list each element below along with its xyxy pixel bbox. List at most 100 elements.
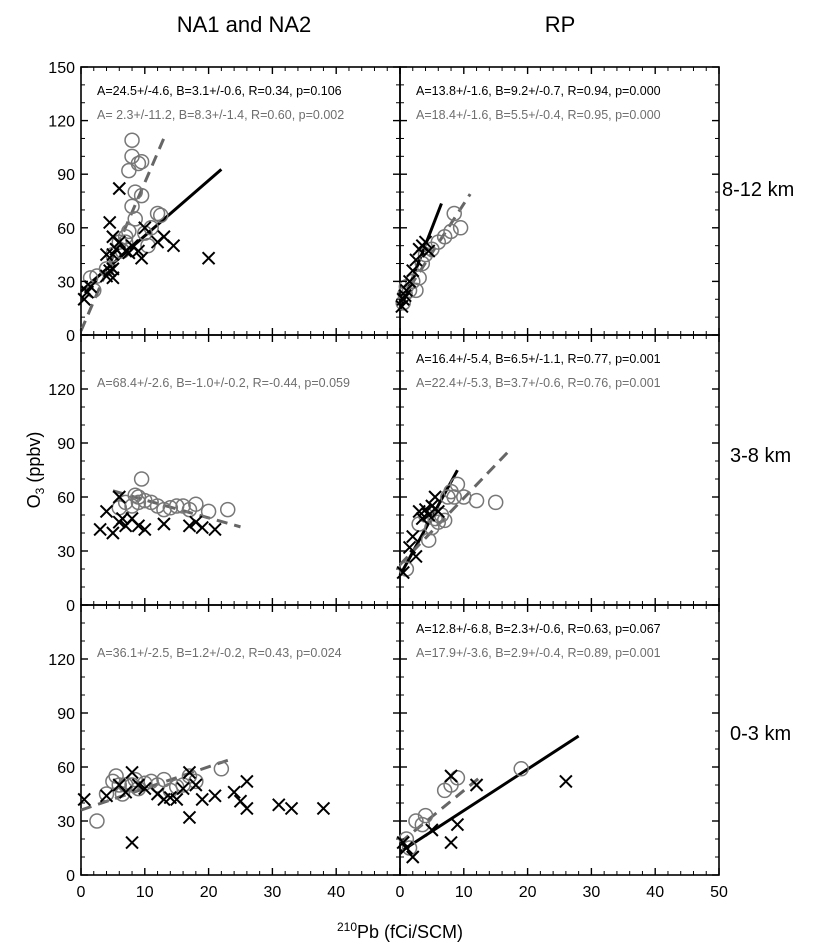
x-tick-label: 30 (583, 884, 601, 901)
circle-point (436, 512, 453, 529)
circle-point (98, 786, 115, 802)
cross-point (176, 781, 190, 796)
cross-point (431, 504, 445, 519)
cross-point (415, 511, 430, 526)
circle-point (117, 228, 134, 245)
cross-point (402, 274, 417, 289)
circle-point (200, 503, 217, 520)
cross-point (77, 792, 91, 807)
annotation-gray: A= 2.3+/-11.2, B=8.3+/-1.4, R=0.60, p=0.… (97, 108, 344, 122)
cross-point (125, 835, 139, 850)
cross-point (406, 529, 420, 544)
cross-point (106, 526, 120, 540)
cross-point (316, 801, 331, 816)
cross-point (195, 792, 209, 807)
cross-point (450, 817, 465, 832)
annotation-black: A=24.5+/-4.6, B=3.1+/-0.6, R=0.34, p=0.1… (97, 84, 342, 98)
cross-point (409, 549, 423, 564)
y-tick-label: 30 (57, 544, 75, 561)
cross-point (227, 785, 241, 799)
y-axis-label: O3 (ppbv) (24, 432, 47, 509)
annotation-gray: A=68.4+/-2.6, B=-1.0+/-0.2, R=-0.44, p=0… (97, 376, 350, 390)
circle-point (446, 205, 462, 222)
circle-point (130, 155, 147, 172)
annotation-gray: A=18.4+/-1.6, B=5.5+/-0.4, R=0.95, p=0.0… (416, 108, 661, 122)
circle-point (414, 816, 431, 833)
circle-point (430, 514, 447, 530)
cross-point (422, 244, 436, 258)
panels-layer: A=24.5+/-4.6, B=3.1+/-0.6, R=0.34, p=0.1… (48, 60, 728, 901)
circle-point (111, 777, 128, 793)
cross-point (195, 520, 209, 535)
cross-point (131, 778, 146, 792)
circle-point (137, 492, 153, 509)
circle-point (213, 761, 230, 777)
cross-point (406, 850, 420, 864)
cross-point (444, 769, 458, 783)
circle-point (452, 220, 469, 236)
circle-point (219, 501, 236, 518)
cross-point (112, 490, 126, 504)
circle-point (133, 187, 150, 204)
annotation-gray: A=22.4+/-5.3, B=3.7+/-0.6, R=0.76, p=0.0… (416, 376, 661, 390)
annotation-gray: A=17.9+/-3.6, B=2.9+/-0.4, R=0.89, p=0.0… (416, 646, 661, 660)
circle-point (449, 476, 466, 493)
cross-point (138, 221, 152, 235)
y-tick-label: 30 (57, 274, 75, 291)
cross-point (444, 835, 458, 850)
x-axis-label: 210Pb (fCi/SCM) (337, 920, 463, 942)
cross-point (83, 280, 98, 294)
x-tick-label: 30 (264, 884, 282, 901)
y-tick-label: 90 (57, 436, 75, 453)
circle-point (127, 211, 143, 227)
cross-point (422, 508, 436, 522)
cross-point (115, 511, 130, 526)
cross-point (182, 810, 197, 825)
y-tick-label: 30 (57, 814, 75, 831)
row-label-8-12: 8-12 km (722, 179, 794, 201)
x-tick-label: 50 (710, 884, 728, 901)
cross-point (201, 251, 216, 265)
cross-point (169, 792, 184, 807)
cross-point (272, 798, 286, 812)
circle-point (133, 471, 150, 487)
circle-point (149, 205, 166, 222)
cross-point (131, 244, 146, 258)
x-tick-label: 40 (646, 884, 664, 901)
cross-point (559, 774, 573, 789)
annotation-black: A=12.8+/-6.8, B=2.3+/-0.6, R=0.63, p=0.0… (416, 622, 661, 636)
annotation-gray: A=36.1+/-2.5, B=1.2+/-0.2, R=0.43, p=0.0… (97, 646, 342, 660)
cross-point (166, 238, 181, 253)
cross-point (189, 778, 203, 792)
cross-point (418, 235, 433, 249)
cross-point (428, 490, 442, 504)
right-column-title: RP (545, 12, 576, 37)
cross-point (182, 765, 197, 780)
circle-point (127, 771, 143, 788)
fit-line-gray (399, 773, 484, 844)
cross-point (131, 519, 146, 533)
x-tick-label: 0 (77, 884, 86, 901)
cross-point (138, 781, 152, 796)
y-tick-label: 120 (48, 652, 75, 669)
cross-point (425, 823, 439, 837)
circle-point (153, 207, 169, 224)
y-tick-label: 120 (48, 114, 75, 131)
cross-point (103, 263, 117, 278)
circle-point (127, 487, 143, 503)
annotation-black: A=13.8+/-1.6, B=9.2+/-0.7, R=0.94, p=0.0… (416, 84, 661, 98)
circle-point (443, 223, 459, 240)
y-tick-label: 90 (57, 706, 75, 723)
cross-point (103, 215, 117, 230)
cross-point (284, 801, 299, 816)
y-tick-label: 0 (66, 868, 75, 885)
cross-point (240, 801, 254, 816)
cross-point (99, 789, 114, 803)
y-tick-label: 150 (48, 60, 75, 77)
x-tick-label: 10 (455, 884, 473, 901)
cross-point (125, 765, 139, 780)
cross-point (399, 841, 414, 855)
left-column-title: NA1 and NA2 (177, 12, 312, 37)
fit-line-gray (398, 450, 510, 566)
